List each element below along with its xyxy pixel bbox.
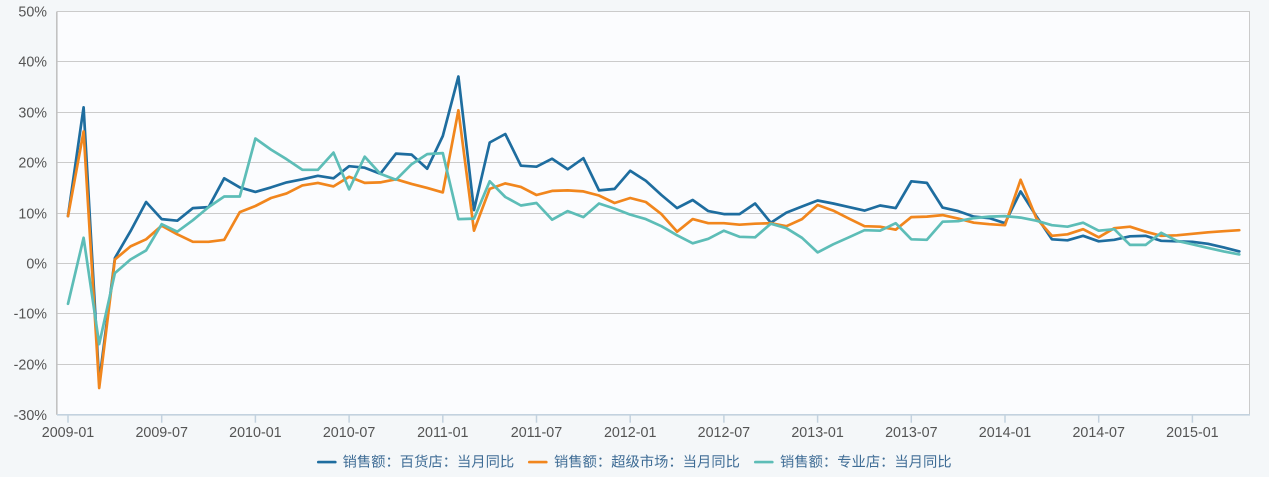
svg-text:-30%: -30% [14, 408, 48, 424]
svg-text:10%: 10% [18, 207, 47, 223]
svg-text:2011-07: 2011-07 [511, 425, 562, 441]
svg-text:2013-01: 2013-01 [791, 425, 844, 441]
svg-text:0%: 0% [26, 257, 47, 273]
svg-text:2012-01: 2012-01 [604, 425, 657, 441]
svg-text:2010-01: 2010-01 [229, 425, 282, 441]
svg-text:2015-01: 2015-01 [1166, 425, 1219, 441]
svg-text:40%: 40% [18, 55, 47, 71]
svg-text:2013-07: 2013-07 [885, 425, 938, 441]
svg-text:2009-07: 2009-07 [135, 425, 188, 441]
svg-text:30%: 30% [18, 106, 47, 122]
svg-text:2009-01: 2009-01 [42, 425, 95, 441]
svg-text:2012-07: 2012-07 [698, 425, 751, 441]
svg-text:2014-07: 2014-07 [1072, 425, 1125, 441]
svg-text:-10%: -10% [14, 307, 48, 323]
svg-text:2014-01: 2014-01 [979, 425, 1032, 441]
svg-text:2011-01: 2011-01 [417, 425, 468, 441]
svg-text:50%: 50% [18, 5, 47, 21]
svg-text:-20%: -20% [14, 358, 48, 374]
svg-text:2010-07: 2010-07 [323, 425, 376, 441]
svg-text:20%: 20% [18, 156, 47, 172]
